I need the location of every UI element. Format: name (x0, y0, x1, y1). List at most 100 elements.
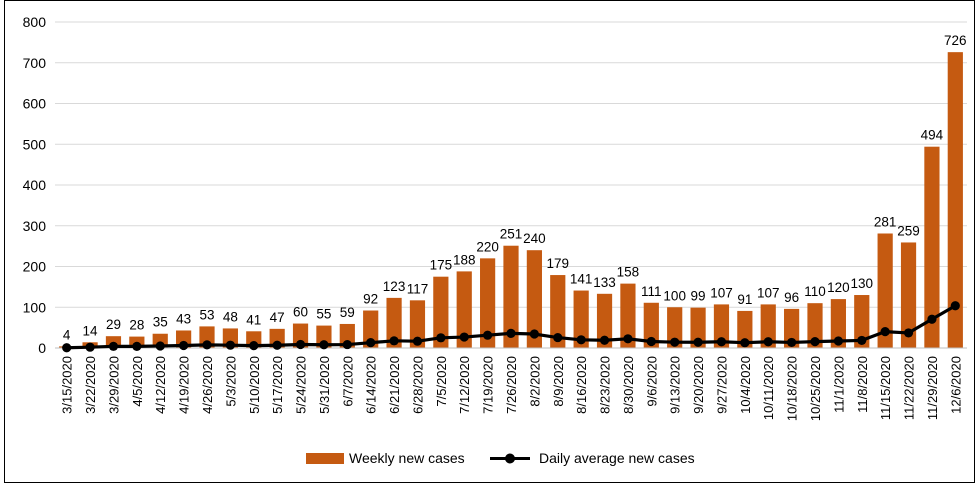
bar (690, 307, 706, 348)
bar-data-label: 43 (176, 311, 191, 326)
line-point (646, 336, 656, 347)
bar-data-label: 60 (293, 305, 308, 320)
x-tick-label: 5/31/2020 (317, 356, 332, 414)
bar (667, 307, 683, 348)
bar-data-label: 99 (691, 289, 706, 304)
bar-data-label: 92 (363, 292, 378, 307)
y-tick-label: 800 (23, 14, 47, 30)
bar-data-label: 123 (383, 279, 406, 294)
line-point (833, 336, 843, 346)
bar-data-label: 4 (63, 327, 71, 342)
x-tick-label: 10/11/2020 (761, 356, 776, 420)
line-point (670, 337, 680, 347)
line-point (179, 340, 189, 351)
bar (830, 299, 846, 348)
x-tick-label: 4/19/2020 (177, 356, 192, 414)
x-tick-label: 6/28/2020 (410, 356, 425, 414)
bar (550, 275, 566, 348)
line-point (272, 340, 282, 350)
bar-data-label: 726 (944, 33, 967, 48)
line-point (459, 332, 469, 342)
bar-data-label: 220 (476, 239, 499, 254)
bar (784, 308, 800, 348)
y-tick-label: 200 (23, 259, 47, 275)
line-point (249, 340, 259, 351)
average-line (62, 301, 960, 353)
bar-data-label: 91 (737, 292, 752, 307)
line-point (132, 341, 142, 351)
bar (854, 295, 870, 348)
x-tick-label: 5/10/2020 (247, 356, 262, 414)
x-tick-label: 10/4/2020 (738, 356, 753, 414)
line-point (716, 337, 727, 347)
line-point (623, 334, 633, 344)
x-tick-label: 5/3/2020 (223, 356, 238, 407)
bar (480, 258, 496, 348)
bar-data-label: 14 (83, 323, 99, 338)
bar (924, 146, 940, 348)
bar (807, 303, 823, 348)
bar (737, 310, 753, 348)
bar (643, 302, 659, 348)
x-tick-label: 7/26/2020 (504, 356, 519, 414)
bar-data-label: 251 (500, 227, 523, 242)
bar-data-label: 59 (340, 305, 355, 320)
y-tick-label: 500 (23, 136, 47, 152)
x-tick-label: 11/1/2020 (831, 356, 846, 413)
line-point (903, 328, 914, 338)
x-tick-label: 3/15/2020 (60, 356, 75, 414)
x-tick-label: 4/5/2020 (130, 356, 145, 407)
line-point (319, 340, 329, 350)
line-point (85, 342, 95, 352)
line-point (693, 337, 703, 347)
x-tick-label: 8/23/2020 (598, 356, 613, 414)
x-tick-label: 6/14/2020 (364, 356, 379, 414)
line-point (787, 337, 797, 348)
chart-frame: 0 100 200 300 400 500 600 700 800 4 14 29 28 35 43 53 4… (4, 0, 975, 483)
line-point (225, 340, 235, 350)
bar-data-label: 141 (570, 272, 593, 287)
bar (760, 304, 776, 348)
x-tick-label: 11/15/2020 (878, 356, 893, 420)
bar-data-label: 111 (641, 284, 662, 299)
x-tick-label: 9/13/2020 (668, 356, 683, 414)
x-tick-label: 4/26/2020 (200, 356, 215, 414)
line-point (389, 336, 399, 346)
line-point (436, 333, 446, 343)
line-point (483, 330, 493, 340)
bar-data-label: 281 (874, 214, 897, 229)
x-tick-label: 10/25/2020 (808, 356, 823, 421)
bar-data-label: 120 (827, 280, 850, 295)
bar-data-label: 100 (663, 288, 686, 303)
x-tick-label: 3/29/2020 (106, 356, 121, 414)
line-point (810, 337, 820, 347)
bar (363, 310, 379, 348)
bar (526, 250, 542, 348)
line-point (295, 339, 306, 350)
x-tick-label: 8/16/2020 (574, 356, 589, 414)
bar-data-label: 53 (199, 307, 214, 322)
y-tick-label: 100 (23, 299, 47, 315)
legend-swatch-weekly (306, 453, 344, 464)
bar-data-label: 158 (617, 265, 640, 280)
bar (900, 242, 917, 348)
x-tick-label: 8/30/2020 (621, 356, 636, 414)
x-tick-label: 10/18/2020 (785, 356, 800, 421)
bar-data-label: 107 (757, 285, 780, 300)
x-tick-label: 7/19/2020 (481, 356, 496, 414)
line-point (927, 314, 937, 324)
legend-label-daily: Daily average new cases (539, 450, 695, 466)
bar-data-label: 107 (710, 285, 733, 300)
bar-data-label: 47 (270, 310, 285, 325)
line-point (506, 328, 516, 338)
bar (713, 304, 730, 348)
bar-data-label: 35 (153, 315, 168, 330)
x-tick-label: 5/17/2020 (270, 356, 285, 414)
y-tick-label: 0 (38, 340, 46, 356)
line-point (412, 336, 423, 346)
bar-data-label: 41 (246, 312, 261, 327)
bar-data-label: 96 (784, 290, 799, 305)
bar (433, 276, 449, 348)
